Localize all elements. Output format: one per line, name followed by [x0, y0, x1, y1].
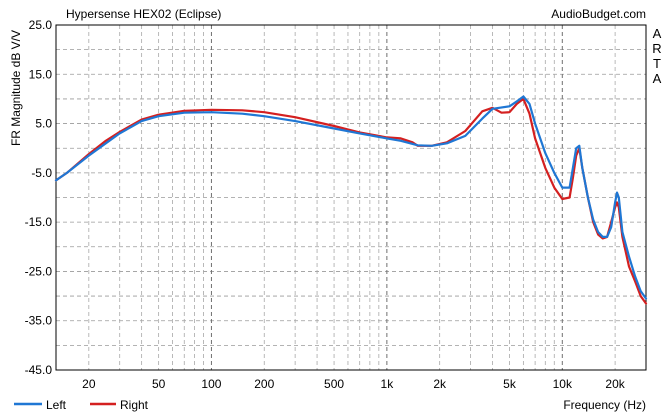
- source-label: AudioBudget.com: [551, 7, 646, 21]
- x-tick-label: 2k: [433, 377, 447, 391]
- series-line-right: [54, 97, 648, 305]
- x-axis: 20 50 100 200 500 1k 2k 5k 10k 20k: [82, 377, 626, 391]
- x-tick-label: 20: [82, 377, 96, 391]
- side-label-letter: R: [652, 41, 661, 56]
- x-tick-label: 10k: [553, 377, 573, 391]
- side-label-letter: A: [653, 26, 662, 41]
- x-tick-label: 200: [254, 377, 274, 391]
- x-tick-label: 100: [201, 377, 221, 391]
- x-tick-label: 20k: [605, 377, 625, 391]
- x-axis-label: Frequency (Hz): [563, 398, 646, 412]
- side-label-letter: A: [653, 71, 662, 86]
- plot-frame: [55, 24, 647, 371]
- x-tick-label: 500: [324, 377, 344, 391]
- y-tick-label: 15.0: [29, 67, 53, 81]
- grid: [56, 25, 646, 370]
- y-tick-label: 25.0: [29, 18, 53, 32]
- x-tick-label: 5k: [503, 377, 517, 391]
- x-tick-label: 50: [152, 377, 166, 391]
- y-tick-label: -5.0: [31, 166, 52, 180]
- y-axis-label: FR Magnitude dB V/V: [9, 30, 23, 146]
- legend: Left Right: [14, 398, 149, 412]
- x-tick-label: 1k: [381, 377, 395, 391]
- y-tick-label: -15.0: [25, 215, 53, 229]
- y-tick-label: -25.0: [25, 264, 53, 278]
- series-lines: [54, 95, 648, 305]
- side-label-letter: T: [653, 56, 661, 71]
- legend-label-left: Left: [46, 398, 67, 412]
- series-line-left: [54, 95, 648, 300]
- legend-label-right: Right: [120, 398, 149, 412]
- y-axis: 25.0 15.0 5.0 -5.0 -15.0 -25.0 -35.0 -45.0: [25, 18, 53, 377]
- y-tick-label: -45.0: [25, 363, 53, 377]
- chart-title: Hypersense HEX02 (Eclipse): [66, 7, 221, 21]
- y-tick-label: 5.0: [35, 117, 52, 131]
- y-tick-label: -35.0: [25, 314, 53, 328]
